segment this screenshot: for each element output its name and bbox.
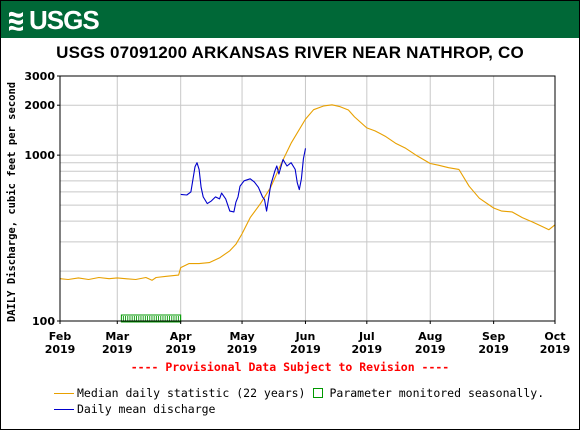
y-tick-label: 3000 bbox=[24, 70, 55, 83]
x-tick-label: Feb bbox=[49, 330, 72, 343]
y-tick-label: 100 bbox=[32, 315, 55, 328]
chart-legend: Median daily statistic (22 years) Parame… bbox=[54, 386, 574, 420]
daily-mean-line bbox=[180, 148, 307, 213]
x-tick-label: Apr bbox=[170, 330, 192, 343]
x-tick-label: Jul bbox=[358, 330, 375, 343]
legend-daily-swatch bbox=[54, 408, 74, 410]
x-tick-label: Mar bbox=[105, 330, 129, 343]
x-tick-label: Oct bbox=[544, 330, 565, 343]
x-tick-year-label: 2019 bbox=[45, 343, 76, 356]
usgs-wave-icon bbox=[9, 11, 23, 31]
provisional-notice: ---- Provisional Data Subject to Revisio… bbox=[130, 360, 450, 374]
x-tick-year-label: 2019 bbox=[478, 343, 509, 356]
plot-border bbox=[59, 75, 556, 322]
x-tick-year-label: 2019 bbox=[290, 343, 321, 356]
usgs-banner: USGS bbox=[1, 1, 579, 38]
y-tick-label: 1000 bbox=[24, 149, 55, 162]
x-tick-label: Aug bbox=[418, 330, 442, 343]
legend-seasonal-swatch bbox=[313, 388, 324, 398]
x-tick-year-label: 2019 bbox=[227, 343, 258, 356]
x-tick-year-label: 2019 bbox=[352, 343, 383, 356]
x-tick-year-label: 2019 bbox=[540, 343, 571, 356]
legend-item-median: Median daily statistic (22 years) Parame… bbox=[54, 386, 544, 400]
median-line bbox=[59, 104, 556, 281]
usgs-logo[interactable]: USGS bbox=[7, 5, 100, 35]
usgs-logo-text: USGS bbox=[29, 5, 100, 35]
legend-seasonal-label: Parameter monitored seasonally. bbox=[329, 386, 545, 400]
x-tick-label: May bbox=[229, 330, 254, 343]
legend-daily-label: Daily mean discharge bbox=[77, 402, 216, 416]
x-tick-label: Sep bbox=[482, 330, 505, 343]
y-tick-label: 2000 bbox=[24, 99, 55, 112]
chart-plot: 100100020003000Feb2019Mar2019Apr2019May2… bbox=[24, 70, 571, 356]
chart-title: USGS 07091200 ARKANSAS RIVER NEAR NATHRO… bbox=[56, 43, 524, 62]
x-tick-year-label: 2019 bbox=[165, 343, 196, 356]
legend-median-label: Median daily statistic (22 years) bbox=[77, 386, 306, 400]
x-tick-label: Jun bbox=[295, 330, 316, 343]
legend-item-daily: Daily mean discharge bbox=[54, 402, 215, 416]
x-tick-year-label: 2019 bbox=[415, 343, 446, 356]
x-tick-year-label: 2019 bbox=[102, 343, 133, 356]
legend-median-swatch bbox=[54, 392, 74, 394]
plot-area bbox=[60, 76, 555, 321]
